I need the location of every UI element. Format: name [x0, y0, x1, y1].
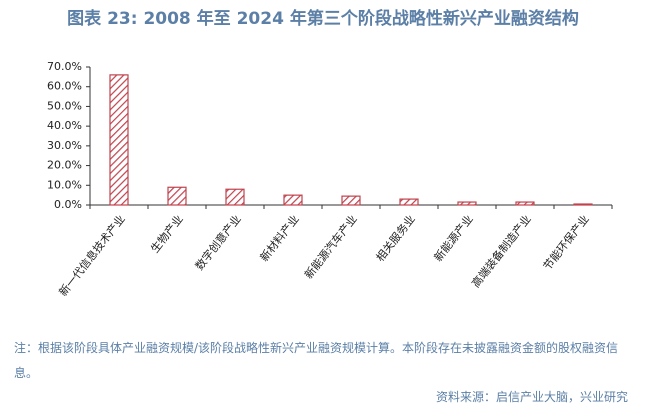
bar [573, 203, 593, 206]
x-tick-label: 新材料产业 [257, 212, 302, 264]
y-tick-label: 50.0% [47, 99, 82, 112]
bar [225, 188, 245, 206]
x-tick-label: 新能源汽车产业 [301, 212, 359, 281]
note: 注：根据该阶段具体产业融资规模/该阶段战略性新兴产业融资规模计算。本阶段存在未披… [14, 341, 619, 380]
bar [399, 198, 419, 206]
chart: 0.0% 10.0% 20.0% 30.0% 40.0% 50.0% 60.0% 70.0% 新… [47, 60, 613, 299]
y-tick-label: 10.0% [47, 178, 82, 191]
x-tick-label: 生物产业 [148, 212, 186, 255]
y-tick-label: 20.0% [47, 159, 82, 172]
x-tick-label: 高端装备制造产业 [469, 212, 534, 290]
source: 资料来源：启信产业大脑，兴业研究 [435, 390, 628, 404]
y-tick-label: 0.0% [54, 198, 82, 211]
chart-title: 图表 23: 2008 年至 2024 年第三个阶段战略性新兴产业融资结构 [67, 9, 579, 29]
x-tick-label: 数字创意产业 [192, 212, 244, 273]
y-tick-label: 40.0% [47, 119, 82, 132]
x-tick-label: 新一代信息技术产业 [56, 212, 128, 299]
bar [457, 201, 477, 206]
y-tick-label: 60.0% [47, 80, 82, 93]
bar [341, 195, 361, 206]
bar [167, 186, 187, 206]
y-tick-label: 70.0% [47, 60, 82, 73]
y-tick-label: 30.0% [47, 139, 82, 152]
bar [283, 194, 303, 206]
bar [109, 74, 129, 206]
x-tick-label: 新能源产业 [431, 212, 476, 264]
x-tick-label: 相关服务业 [373, 212, 418, 264]
bar [515, 201, 535, 206]
x-tick-label: 节能环保产业 [540, 212, 592, 273]
